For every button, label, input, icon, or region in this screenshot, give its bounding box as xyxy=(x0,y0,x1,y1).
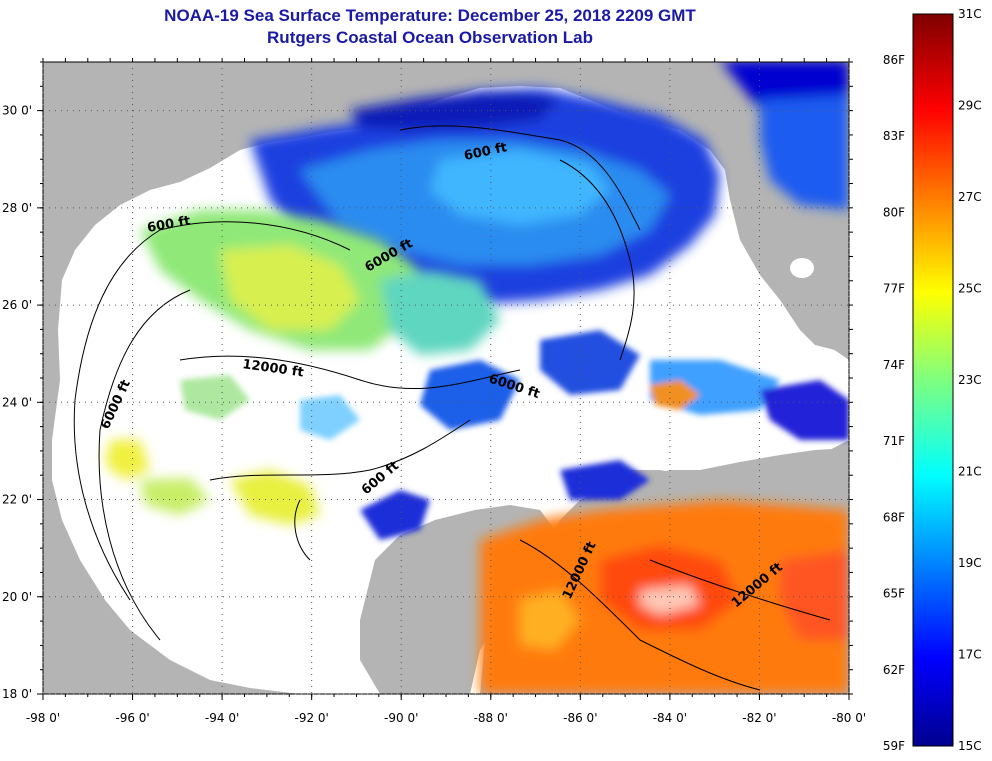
colorbar-fahrenheit-label: 86F xyxy=(883,53,905,67)
lat-tick-label: 22 0' xyxy=(2,493,32,507)
longitude-axis: -98 0' -96 0' -94 0' -92 0' -90 0' -88 0' -86 … xyxy=(26,58,866,725)
lat-tick-label: 26 0' xyxy=(2,298,32,312)
sst-west-gulf-green xyxy=(105,210,500,525)
colorbar-fahrenheit-label: 59F xyxy=(883,739,905,753)
lat-tick-label: 30 0' xyxy=(2,104,32,118)
map-title: NOAA-19 Sea Surface Temperature: Decembe… xyxy=(164,6,696,25)
lat-tick-label: 20 0' xyxy=(2,590,32,604)
colorbar-fahrenheit-label: 68F xyxy=(883,510,905,524)
colorbar-fahrenheit-label: 65F xyxy=(883,587,905,601)
cuba-land xyxy=(640,448,849,505)
lat-tick-label: 24 0' xyxy=(2,395,32,409)
lon-tick-label: -94 0' xyxy=(205,711,239,725)
lake-okeechobee xyxy=(790,258,814,278)
colorbar-celsius-label: 17C xyxy=(958,648,982,662)
sst-caribbean-warm xyxy=(480,500,849,694)
latitude-axis: 30 0' 28 0' 26 0' 24 0' 22 0' 20 0' 18 0' xyxy=(2,61,853,701)
colorbar-fahrenheit-label: 62F xyxy=(883,663,905,677)
lat-tick-label: 18 0' xyxy=(2,687,32,701)
lon-tick-label: -88 0' xyxy=(474,711,508,725)
colorbar-fahrenheit-label: 74F xyxy=(883,358,905,372)
colorbar-celsius-label: 21C xyxy=(958,465,982,479)
lon-tick-label: -86 0' xyxy=(563,711,597,725)
lat-tick-label: 28 0' xyxy=(2,201,32,215)
map-subtitle: Rutgers Coastal Ocean Observation Lab xyxy=(267,28,593,47)
colorbar-fahrenheit-label: 77F xyxy=(883,282,905,296)
colorbar-celsius-label: 29C xyxy=(958,99,982,113)
lon-tick-label: -92 0' xyxy=(294,711,328,725)
lon-tick-label: -96 0' xyxy=(115,711,149,725)
colorbar-fahrenheit-label: 71F xyxy=(883,434,905,448)
lon-tick-label: -98 0' xyxy=(26,711,60,725)
colorbar-celsius-label: 19C xyxy=(958,556,982,570)
colorbar-gradient xyxy=(912,13,954,747)
colorbar: 31C 29C 27C 25C 23C 21C 19C 17C 15C 86F 83F 80F 77F… xyxy=(883,7,982,753)
colorbar-fahrenheit-labels: 86F 83F 80F 77F 74F 71F 68F 65F 62F 59F xyxy=(883,53,905,753)
colorbar-celsius-label: 25C xyxy=(958,282,982,296)
colorbar-celsius-label: 31C xyxy=(958,7,982,21)
colorbar-fahrenheit-label: 83F xyxy=(883,129,905,143)
bathymetry-contours xyxy=(73,125,831,691)
colorbar-celsius-labels: 31C 29C 27C 25C 23C 21C 19C 17C 15C xyxy=(958,7,982,753)
colorbar-celsius-label: 27C xyxy=(958,190,982,204)
colorbar-celsius-label: 15C xyxy=(958,739,982,753)
lon-tick-label: -82 0' xyxy=(742,711,776,725)
colorbar-celsius-label: 23C xyxy=(958,373,982,387)
contour-label: 600 ft xyxy=(146,214,191,236)
lon-tick-label: -90 0' xyxy=(384,711,418,725)
lon-tick-label: -80 0' xyxy=(832,711,866,725)
colorbar-fahrenheit-label: 80F xyxy=(883,205,905,219)
lon-tick-label: -84 0' xyxy=(653,711,687,725)
sst-mid-gulf-flecks xyxy=(180,330,849,540)
